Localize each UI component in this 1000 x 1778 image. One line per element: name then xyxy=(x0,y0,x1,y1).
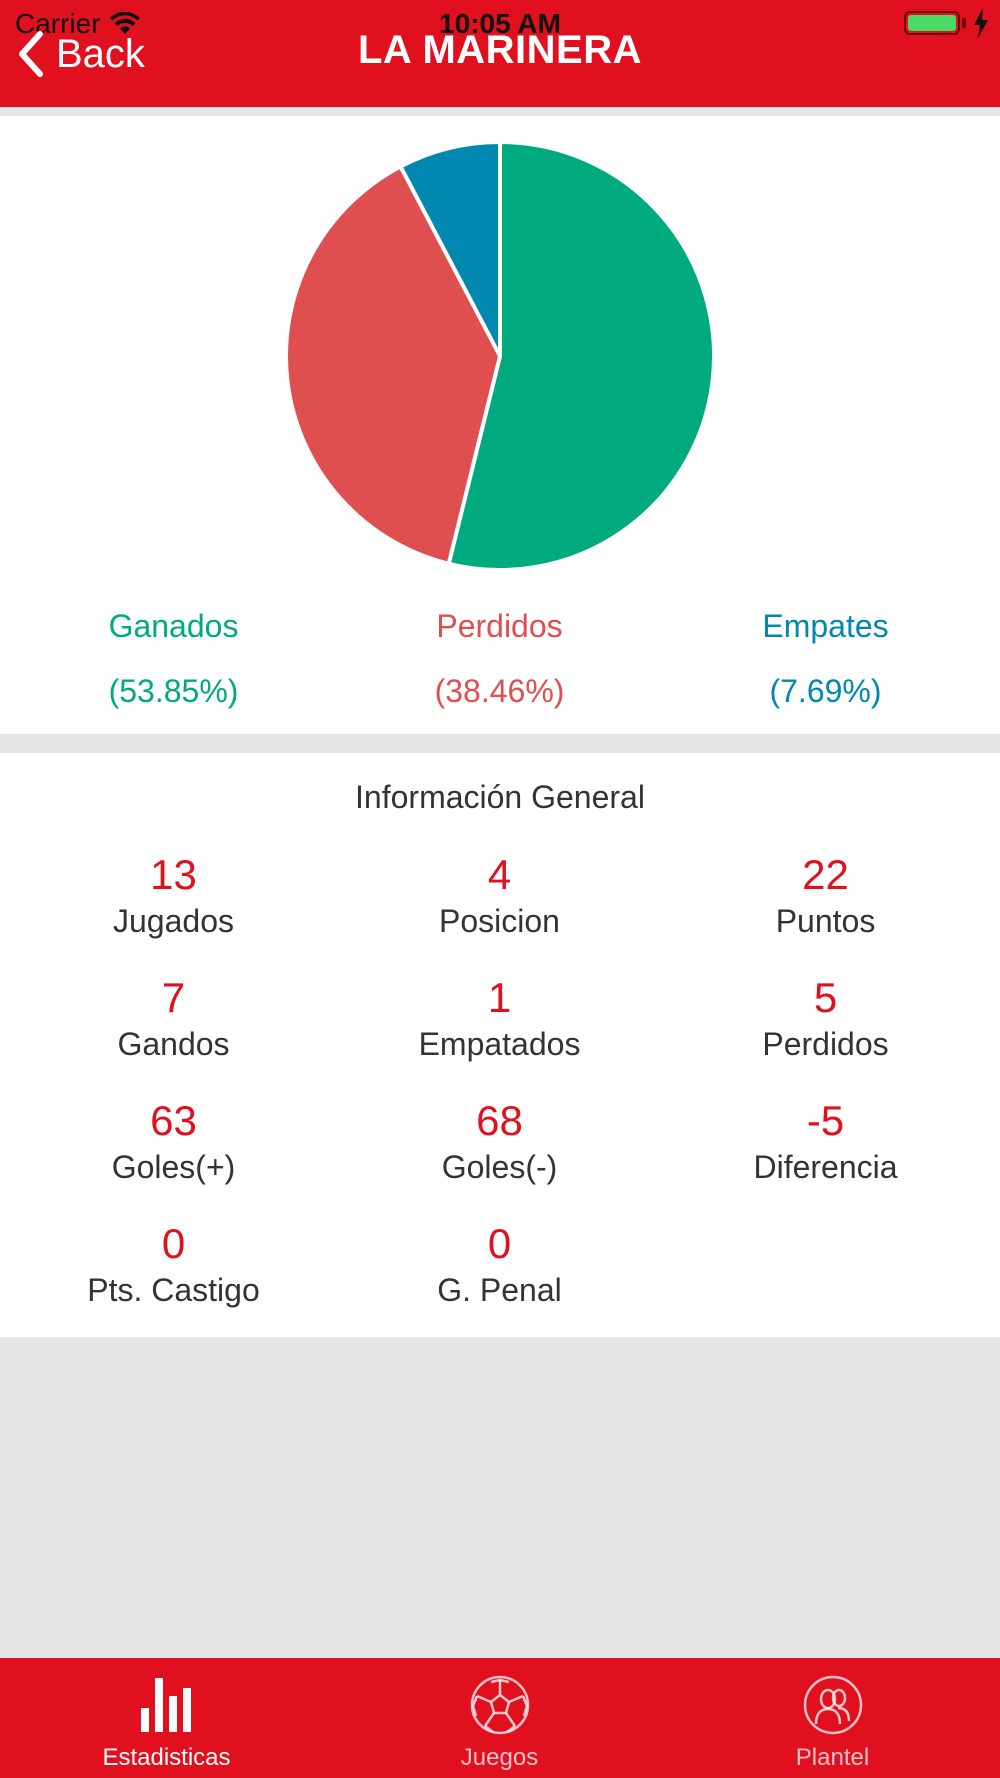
tab-bar: Estadisticas Juegos xyxy=(0,1658,1000,1778)
stat-label: G. Penal xyxy=(437,1272,562,1308)
legend-percent: (38.46%) xyxy=(434,673,565,709)
stat-label: Empatados xyxy=(418,1026,581,1062)
pie-slice-perdidos xyxy=(284,164,502,566)
stat-value: -5 xyxy=(806,1097,845,1144)
chevron-left-icon xyxy=(19,31,43,77)
results-pie-chart xyxy=(284,140,716,572)
back-button[interactable]: Back xyxy=(16,28,145,80)
legend-item-perdidos: Perdidos (38.46%) xyxy=(337,596,662,726)
stat-perdidos: 5 Perdidos xyxy=(663,974,988,1066)
general-info-card: Información General 13 Jugados 4 Posicio… xyxy=(0,753,1000,1337)
stat-diferencia: -5 Diferencia xyxy=(663,1097,988,1189)
stat-value: 0 xyxy=(161,1220,186,1267)
stat-g-penal: 0 G. Penal xyxy=(337,1220,662,1312)
page-title: LA MARINERA xyxy=(358,28,642,72)
stat-value: 5 xyxy=(813,974,838,1021)
legend-item-empates: Empates (7.69%) xyxy=(663,596,988,726)
stat-value: 7 xyxy=(161,974,186,1021)
stat-label: Jugados xyxy=(113,903,234,939)
tab-label: Juegos xyxy=(460,1744,539,1771)
stat-label: Gandos xyxy=(117,1026,230,1062)
stat-label: Goles(+) xyxy=(111,1149,236,1185)
stat-goles-favor: 63 Goles(+) xyxy=(11,1097,336,1189)
back-label: Back xyxy=(56,31,145,76)
tab-label: Plantel xyxy=(795,1744,870,1771)
bar-chart-icon xyxy=(140,1678,191,1732)
legend-label: Perdidos xyxy=(436,608,563,644)
stat-gandos: 7 Gandos xyxy=(11,974,336,1066)
team-icon xyxy=(803,1675,862,1735)
stat-value: 1 xyxy=(487,974,512,1021)
tab-juegos[interactable]: Juegos xyxy=(333,1658,666,1778)
navigation-bar: Carrier 10:05 AM Back LA MARINERA xyxy=(0,0,1000,107)
stat-value: 63 xyxy=(150,1097,197,1144)
pie-slice-ganados xyxy=(446,140,716,572)
stat-label: Diferencia xyxy=(753,1149,898,1185)
stat-goles-contra: 68 Goles(-) xyxy=(337,1097,662,1189)
legend-percent: (53.85%) xyxy=(108,673,239,709)
status-time: 10:05 AM xyxy=(439,8,561,39)
tab-label: Estadisticas xyxy=(102,1744,231,1771)
results-chart-card: Ganados (53.85%) Perdidos (38.46%) Empat… xyxy=(0,116,1000,734)
stat-label: Pts. Castigo xyxy=(87,1272,260,1308)
stat-value: 4 xyxy=(487,851,512,898)
charging-bolt-icon xyxy=(974,8,988,38)
battery-icon xyxy=(904,11,960,35)
stat-label: Goles(-) xyxy=(441,1149,558,1185)
legend-item-ganados: Ganados (53.85%) xyxy=(11,596,336,726)
chart-legend: Ganados (53.85%) Perdidos (38.46%) Empat… xyxy=(0,596,1000,726)
status-carrier: Carrier xyxy=(15,8,141,40)
legend-label: Empates xyxy=(762,608,889,644)
wifi-icon xyxy=(109,12,140,34)
info-title: Información General xyxy=(355,779,645,815)
carrier-label: Carrier xyxy=(15,8,101,39)
stat-puntos: 22 Puntos xyxy=(663,851,988,943)
stat-jugados: 13 Jugados xyxy=(11,851,336,943)
stat-value: 0 xyxy=(487,1220,512,1267)
pie-chart-container xyxy=(0,116,1000,586)
stat-value: 22 xyxy=(802,851,849,898)
stat-label: Posicion xyxy=(439,903,560,939)
stat-label: Perdidos xyxy=(762,1026,889,1062)
stat-posicion: 4 Posicion xyxy=(337,851,662,943)
tab-estadisticas[interactable]: Estadisticas xyxy=(0,1658,333,1778)
stat-empatados: 1 Empatados xyxy=(337,974,662,1066)
stat-label: Puntos xyxy=(775,903,876,939)
stat-pts-castigo: 0 Pts. Castigo xyxy=(11,1220,336,1312)
soccer-ball-icon xyxy=(470,1675,529,1735)
pie-slice-empates xyxy=(398,140,502,358)
tab-plantel[interactable]: Plantel xyxy=(666,1658,999,1778)
legend-percent: (7.69%) xyxy=(769,673,882,709)
stat-value: 13 xyxy=(150,851,197,898)
stat-value: 68 xyxy=(476,1097,523,1144)
battery-cap xyxy=(962,18,966,28)
legend-label: Ganados xyxy=(108,608,239,644)
